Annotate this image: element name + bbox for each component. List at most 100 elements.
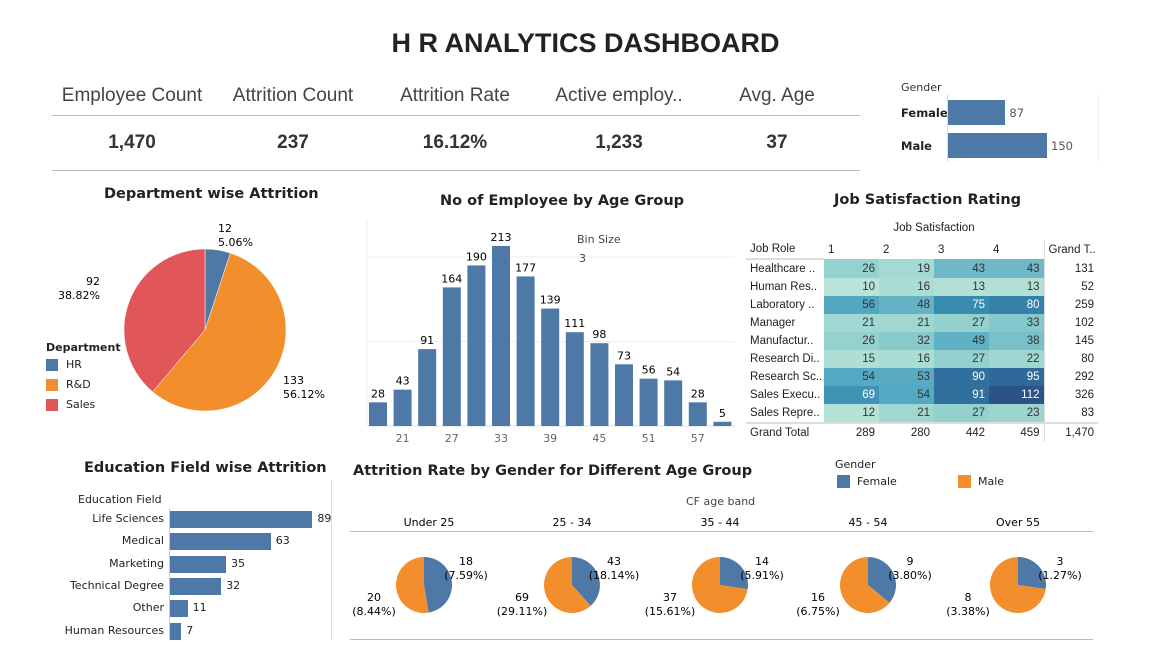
heatmap-cell[interactable]: 43: [989, 259, 1044, 278]
row-total: 292: [1043, 368, 1098, 386]
table-row: Sales Execu.. 69 54 91 112 326: [746, 386, 1098, 404]
heatmap-cell[interactable]: 16: [879, 350, 934, 368]
row-total: 102: [1043, 314, 1098, 332]
heatmap-cell[interactable]: 26: [824, 259, 879, 278]
heatmap-cell[interactable]: 43: [934, 259, 989, 278]
heatmap-cell[interactable]: 13: [934, 278, 989, 296]
heatmap-cell[interactable]: 13: [989, 278, 1044, 296]
heatmap-cell[interactable]: 19: [879, 259, 934, 278]
heatmap-cell[interactable]: 69: [824, 386, 879, 404]
heatmap-cell[interactable]: 91: [934, 386, 989, 404]
heatmap-cell[interactable]: 16: [879, 278, 934, 296]
heatmap-cell[interactable]: 32: [879, 332, 934, 350]
heatmap-cell[interactable]: 26: [824, 332, 879, 350]
x-tick-label: 33: [494, 432, 508, 445]
heatmap-cell[interactable]: 56: [824, 296, 879, 314]
heatmap-cell[interactable]: 21: [879, 314, 934, 332]
education-bar[interactable]: [170, 511, 313, 528]
age-bar: [565, 332, 584, 426]
gender-bar[interactable]: [948, 100, 1006, 125]
heatmap-cell[interactable]: 22: [989, 350, 1044, 368]
bar-label: 73: [617, 349, 631, 362]
grand-total: 1,470: [1043, 423, 1098, 442]
heatmap-cell[interactable]: 15: [824, 350, 879, 368]
department-title: Department wise Attrition: [104, 186, 319, 202]
heatmap-cell[interactable]: 38: [989, 332, 1044, 350]
legend-swatch: [958, 475, 971, 488]
heatmap-cell[interactable]: 49: [934, 332, 989, 350]
heatmap-cell[interactable]: 95: [989, 368, 1044, 386]
gender-legend-title: Gender: [835, 458, 876, 471]
education-bar[interactable]: [170, 600, 188, 618]
heatmap-cell[interactable]: 75: [934, 296, 989, 314]
education-bar[interactable]: [170, 577, 222, 595]
male-pct: (29.11%): [497, 605, 548, 618]
heatmap-cell[interactable]: 12: [824, 404, 879, 423]
education-value: 7: [186, 623, 194, 637]
heatmap-cell[interactable]: 33: [989, 314, 1044, 332]
education-bar[interactable]: [170, 533, 271, 551]
heatmap-cell[interactable]: 10: [824, 278, 879, 296]
job-role: Manager: [750, 317, 796, 329]
heatmap-cell[interactable]: 23: [989, 404, 1044, 423]
heatmap-cell[interactable]: 27: [934, 404, 989, 423]
x-tick-label: 39: [543, 432, 557, 445]
heatmap-cell[interactable]: 54: [879, 386, 934, 404]
pie-slice-female: [572, 557, 600, 606]
bar-label: 98: [592, 328, 606, 341]
col-header: 4: [993, 243, 1000, 256]
heatmap-cell[interactable]: 21: [879, 404, 934, 423]
table-row: Research Di.. 15 16 27 22 80: [746, 350, 1098, 368]
legend-swatch: [46, 379, 58, 391]
heatmap-cell[interactable]: 54: [824, 368, 879, 386]
col-total: 280: [910, 427, 930, 439]
male-pct: (3.38%): [946, 605, 990, 618]
divider: [52, 170, 860, 171]
divider: [52, 115, 860, 116]
education-bar[interactable]: [170, 555, 226, 573]
x-tick-label: 27: [445, 432, 459, 445]
gender-bar[interactable]: [948, 133, 1047, 158]
male-value: 16: [811, 591, 825, 604]
heatmap-cell[interactable]: 90: [934, 368, 989, 386]
heatmap-cell[interactable]: 48: [879, 296, 934, 314]
age-band-header: Under 25: [404, 516, 455, 529]
heatmap-cell[interactable]: 80: [989, 296, 1044, 314]
age-band-header: 25 - 34: [553, 516, 592, 529]
heatmap-cell[interactable]: 27: [934, 350, 989, 368]
table-row: Sales Repre.. 12 21 27 23 83: [746, 404, 1098, 423]
heatmap-cell[interactable]: 21: [824, 314, 879, 332]
heatmap-cell[interactable]: 53: [879, 368, 934, 386]
age-bar: [442, 287, 461, 426]
bar-label: 28: [371, 387, 385, 400]
job-role: Manufactur..: [750, 335, 814, 347]
female-pct: (3.80%): [888, 569, 932, 582]
kpi-value: 1,470: [108, 132, 156, 153]
job-satisfaction-header: Job Satisfaction: [893, 222, 975, 234]
pie-slice-male: [692, 557, 748, 613]
male-pct: (6.75%): [796, 605, 840, 618]
heatmap-cell[interactable]: 112: [989, 386, 1044, 404]
divider: [350, 639, 1093, 640]
gender-bar-value: 87: [1009, 106, 1025, 120]
axis-line: [169, 508, 170, 640]
age-bar: [393, 389, 412, 426]
job-satisfaction-table: Job Role 1 2 3 4 Grand T.. Healthcare .. 26 19 43…: [746, 240, 1098, 442]
divider: [947, 94, 948, 162]
education-label: Life Sciences: [92, 512, 164, 525]
bin-size-value[interactable]: 3: [579, 252, 586, 265]
education-label: Medical: [121, 534, 164, 548]
x-tick-label: 51: [642, 432, 656, 445]
female-pct: (18.14%): [589, 569, 640, 582]
legend-label: HR: [66, 358, 82, 371]
job-role: Human Res..: [750, 281, 818, 293]
heatmap-cell[interactable]: 27: [934, 314, 989, 332]
education-header: Education Field: [78, 493, 162, 506]
age-bar: [639, 378, 658, 426]
gender-age-title: Attrition Rate by Gender for Different A…: [353, 463, 753, 479]
bar-label: 111: [564, 317, 585, 330]
row-total: 259: [1043, 296, 1098, 314]
education-bar[interactable]: [170, 622, 182, 640]
kpi-value: 16.12%: [422, 132, 488, 153]
